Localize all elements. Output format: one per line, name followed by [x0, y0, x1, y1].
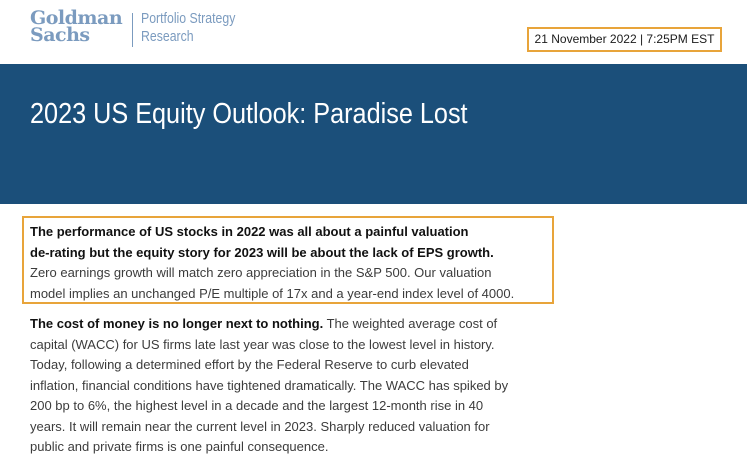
cost-line-3: Today, following a determined effort by … — [30, 357, 469, 372]
summary-bold-line-1: The performance of US stocks in 2022 was… — [30, 224, 469, 239]
highlight-box — [22, 216, 554, 304]
logo-line-1: Goldman — [30, 7, 123, 29]
goldman-sachs-logo: Goldman Sachs Portfolio Strategy Researc… — [30, 7, 256, 50]
report-title: 2023 US Equity Outlook: Paradise Lost — [30, 98, 468, 130]
division-name: Portfolio Strategy Research — [141, 10, 256, 46]
paragraph-summary: The performance of US stocks in 2022 was… — [30, 222, 530, 304]
logo-line-2: Sachs — [30, 24, 90, 46]
report-body: The performance of US stocks in 2022 was… — [22, 216, 554, 458]
division-line-2: Research — [141, 28, 194, 45]
report-date: 21 November 2022 | 7:25PM EST — [527, 27, 722, 52]
cost-line-6: years. It will remain near the current l… — [30, 418, 490, 434]
division-line-1: Portfolio Strategy — [141, 10, 236, 27]
summary-line-3: Zero earnings growth will match zero app… — [30, 265, 492, 280]
logo-divider — [132, 13, 134, 47]
paragraph-cost-of-money: The cost of money is no longer next to n… — [30, 314, 530, 458]
cost-line-1-rest: The weighted average cost of — [323, 316, 498, 331]
title-banner: 2023 US Equity Outlook: Paradise Lost — [0, 64, 747, 204]
summary-line-4: model implies an unchanged P/E multiple … — [30, 285, 515, 301]
cost-line-7: public and private firms is one painful … — [30, 439, 329, 454]
cost-line-2: capital (WACC) for US firms late last ye… — [30, 336, 495, 352]
cost-of-money-lead: The cost of money is no longer next to n… — [30, 316, 324, 331]
cost-line-4: inflation, financial conditions have tig… — [30, 377, 509, 393]
summary-bold-line-2: de-rating but the equity story for 2023 … — [30, 244, 494, 260]
cost-line-5: 200 bp to 6%, the highest level in a dec… — [30, 398, 484, 413]
report-header: Goldman Sachs Portfolio Strategy Researc… — [0, 0, 747, 64]
logo-wordmark: Goldman Sachs — [30, 7, 123, 46]
